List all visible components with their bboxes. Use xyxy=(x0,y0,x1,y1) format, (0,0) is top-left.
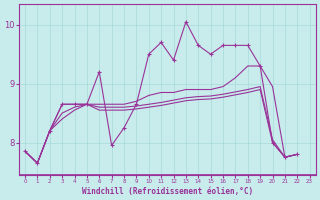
X-axis label: Windchill (Refroidissement éolien,°C): Windchill (Refroidissement éolien,°C) xyxy=(82,187,253,196)
